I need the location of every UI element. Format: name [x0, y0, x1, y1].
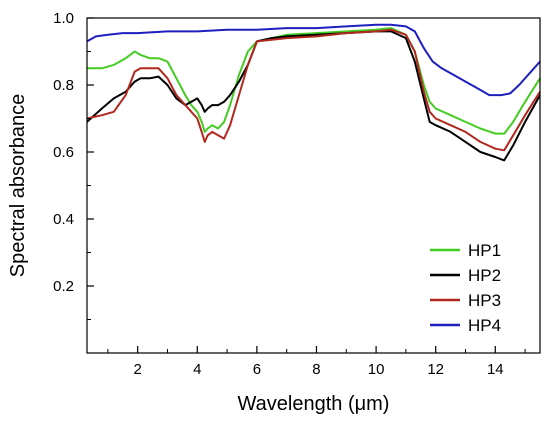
x-tick-label: 14 — [487, 361, 504, 378]
legend: HP1 HP2 HP3 HP4 — [430, 241, 501, 335]
legend-label-hp4: HP4 — [468, 316, 501, 335]
y-axis-title: Spectral absorbance — [7, 94, 29, 277]
y-axis-ticks — [87, 17, 94, 320]
legend-label-hp3: HP3 — [468, 291, 501, 310]
y-tick-label: 0.8 — [53, 77, 74, 94]
series-line-hp1 — [87, 27, 541, 135]
y-tick-label: 1.0 — [53, 10, 74, 27]
x-axis-title: Wavelength (μm) — [238, 393, 390, 415]
x-tick-label: 4 — [193, 361, 201, 378]
series-line-hp2 — [86, 30, 541, 162]
x-axis-tick-labels: 2 4 6 8 10 12 14 — [133, 361, 503, 378]
x-tick-label: 6 — [253, 361, 261, 378]
legend-label-hp2: HP2 — [468, 266, 501, 285]
x-tick-label: 12 — [427, 361, 444, 378]
x-tick-label: 8 — [312, 361, 320, 378]
legend-label-hp1: HP1 — [468, 241, 501, 260]
series-line-hp4 — [86, 23, 541, 97]
y-tick-label: 0.6 — [53, 144, 74, 161]
series-lines — [86, 23, 541, 162]
y-tick-label: 0.2 — [53, 278, 74, 295]
y-axis-tick-labels: 0.2 0.4 0.6 0.8 1.0 — [53, 10, 74, 295]
y-tick-label: 0.4 — [53, 211, 74, 228]
x-tick-label: 10 — [368, 361, 385, 378]
x-axis-ticks — [107, 346, 526, 353]
series-line-hp3 — [86, 28, 541, 152]
x-tick-label: 2 — [133, 361, 141, 378]
